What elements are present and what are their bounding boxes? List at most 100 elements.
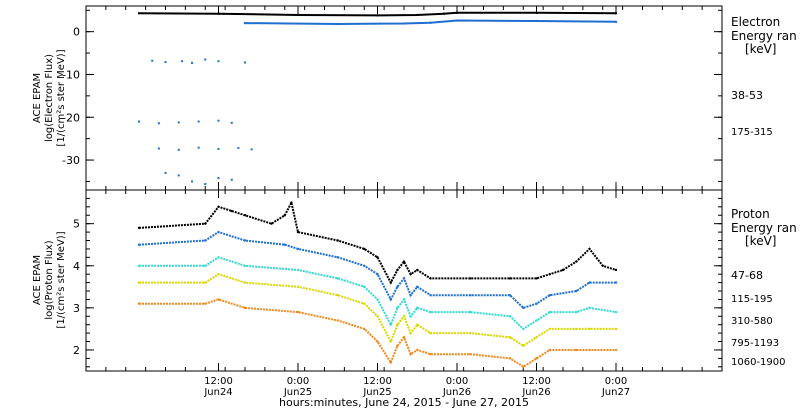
electron-point (442, 12, 445, 15)
electron-scatter-point (197, 120, 200, 123)
proton-point (469, 310, 472, 314)
proton-point (614, 327, 618, 331)
proton-point (416, 323, 419, 326)
proton-ylabel-line1: ACE EPAM (32, 255, 43, 305)
proton-point (508, 277, 512, 280)
electron-scatter-point (237, 147, 240, 150)
proton-point (409, 331, 412, 335)
proton-point (429, 277, 432, 280)
x-tick-time: 12:00 (522, 376, 551, 387)
proton-point (389, 323, 392, 326)
proton-point (535, 277, 538, 280)
proton-legend-115-195: 115-195 (731, 294, 773, 305)
proton-point (522, 344, 525, 347)
proton-point (290, 201, 293, 204)
electron-scatter-point (204, 183, 207, 186)
electron-point (614, 20, 618, 24)
proton-point (508, 336, 512, 339)
proton-point (217, 256, 220, 259)
electron-scatter-point (191, 180, 193, 183)
proton-point (535, 319, 538, 322)
proton-point (588, 327, 591, 331)
proton-point (204, 239, 207, 242)
proton-point (614, 310, 618, 314)
proton-point (469, 294, 472, 297)
proton-point (376, 256, 379, 259)
electron-scatter-point (138, 120, 140, 123)
electron-point (137, 12, 141, 15)
proton-point (243, 264, 247, 267)
proton-point (389, 281, 392, 284)
proton-point (283, 243, 286, 246)
proton-legend-47-68: 47-68 (731, 269, 763, 282)
proton-point (588, 247, 591, 251)
proton-point (575, 327, 578, 331)
proton-point (429, 352, 432, 356)
electron-scatter-point (230, 121, 233, 124)
electron-scatter-point (177, 174, 180, 177)
y-tick-label: 4 (73, 260, 80, 273)
x-tick-time: 0:00 (605, 376, 627, 387)
proton-ylabel-line3: [1/(cm²s ster MeV)] (56, 231, 67, 328)
proton-point (396, 268, 399, 272)
electron-legend-175-315: 175-315 (731, 127, 773, 138)
proton-point (336, 239, 339, 242)
y-tick-label: 5 (73, 218, 80, 231)
proton-point (469, 331, 472, 335)
y-tick-label: -20 (62, 111, 80, 124)
electron-point (535, 11, 538, 15)
x-tick-date: Jun24 (203, 387, 232, 398)
proton-point (296, 285, 300, 289)
electron-ylabel-line1: ACE EPAM (32, 73, 43, 123)
proton-point (389, 340, 392, 343)
proton-point (217, 298, 220, 301)
proton-point (217, 272, 220, 276)
proton-point (409, 272, 412, 276)
proton-point (396, 323, 399, 326)
electron-legend-38-53: 38-53 (731, 89, 763, 102)
proton-point (204, 302, 207, 305)
x-tick-date: Jun27 (601, 387, 630, 398)
proton-point (416, 306, 419, 310)
proton-point (376, 272, 379, 276)
proton-point (336, 319, 339, 322)
electron-legend-title-2: Energy ran (731, 29, 797, 43)
proton-point (137, 243, 141, 246)
proton-point (535, 336, 538, 339)
electron-scatter-point (217, 60, 220, 63)
proton-point (243, 239, 247, 242)
proton-point (376, 340, 379, 343)
electron-point (296, 13, 300, 17)
proton-point (137, 281, 141, 284)
proton-point (575, 310, 578, 314)
proton-point (548, 310, 551, 314)
proton-point (429, 310, 432, 314)
y-tick-label: -30 (62, 154, 80, 167)
x-tick-time: 12:00 (363, 376, 392, 387)
proton-point (416, 285, 419, 289)
proton-legend-310-580: 310-580 (731, 316, 773, 327)
electron-scatter-point (177, 121, 180, 124)
proton-point (522, 365, 525, 368)
x-tick-date: Jun26 (442, 387, 471, 398)
proton-point (429, 331, 432, 335)
proton-legend: Proton Energy ran [keV] 47-68 115-195 31… (731, 207, 797, 368)
proton-point (601, 264, 604, 267)
proton-ylabel-line2: log(Proton Flux) (44, 240, 55, 319)
electron-scatter-point (151, 59, 154, 62)
proton-point (270, 222, 273, 225)
electron-panel-frame (85, 5, 723, 191)
proton-point (548, 294, 551, 297)
proton-point (336, 277, 339, 280)
proton-point (508, 357, 512, 360)
proton-point (396, 306, 399, 310)
proton-point (137, 302, 141, 305)
proton-point (416, 348, 419, 352)
proton-point (336, 256, 339, 259)
proton-point (409, 315, 412, 318)
proton-point (296, 310, 300, 314)
electron-point (243, 21, 247, 25)
electron-ylabel-line3: [1/(cm²s ster MeV)] (56, 49, 67, 146)
proton-point (389, 361, 392, 364)
